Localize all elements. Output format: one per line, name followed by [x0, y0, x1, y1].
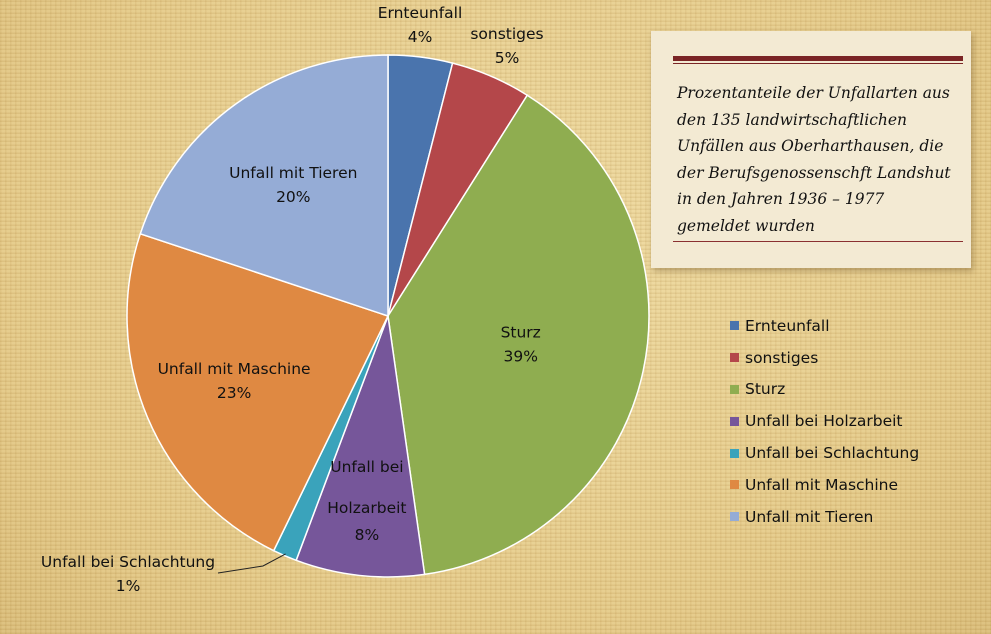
slice-label: Unfall mit Maschine 23%	[158, 360, 311, 402]
note-line: der Berufsgenossenschft Landshut	[677, 163, 951, 182]
pie-slice	[295, 315, 426, 578]
legend-label: Sturz	[745, 380, 786, 399]
chart-legend: Ernteunfall sonstiges Sturz Unfall bei Holz…	[730, 310, 919, 533]
description-box: Prozentanteile der Unfallarten aus den 1…	[651, 31, 971, 268]
legend-swatch	[730, 384, 739, 394]
slice-name: Ernteunfall	[378, 4, 463, 22]
slice-percent: 39%	[503, 347, 537, 365]
pie-slice	[387, 94, 650, 576]
pie-slice	[126, 232, 390, 552]
legend-swatch	[730, 448, 739, 458]
slice-label: Unfall mit Tieren 20%	[229, 164, 357, 206]
legend-label: Unfall bei Holzarbeit	[745, 412, 903, 431]
slice-percent: 8%	[355, 526, 380, 544]
leader-line	[217, 553, 286, 574]
legend-item: Unfall bei Holzarbeit	[730, 405, 919, 437]
slice-percent: 23%	[217, 384, 251, 402]
legend-swatch	[730, 353, 739, 363]
slice-name: Sturz	[501, 323, 541, 341]
legend-item: Unfall mit Tieren	[730, 501, 919, 533]
slice-name: Holzarbeit	[327, 499, 406, 517]
pie-slices	[126, 54, 650, 578]
note-line: in den Jahren 1936 – 1977	[677, 190, 885, 208]
legend-swatch	[730, 416, 739, 426]
legend-label: Unfall mit Tieren	[745, 507, 874, 526]
slice-label: Ernteunfall 4%	[378, 4, 463, 46]
slice-label: Unfall bei Holzarbeit 8%	[327, 458, 406, 544]
leader-lines	[217, 553, 286, 574]
note-line: den 135 landwirtschaftlichen	[677, 110, 908, 129]
note-line: Prozentanteile der Unfallarten aus	[677, 84, 950, 102]
legend-label: Ernteunfall	[745, 316, 830, 335]
slice-label: Sturz 39%	[501, 323, 541, 365]
legend-item: Unfall mit Maschine	[730, 469, 919, 501]
note-line: Unfällen aus Oberharthausen, die	[677, 137, 944, 155]
slice-name: Unfall mit Maschine	[158, 360, 311, 378]
slice-label: Unfall bei Schlachtung 1%	[41, 553, 215, 595]
legend-swatch	[730, 480, 739, 490]
note-rule-top	[673, 56, 963, 61]
slice-percent: 4%	[408, 28, 433, 46]
note-text: Prozentanteile der Unfallarten aus den 1…	[677, 80, 967, 239]
slice-label: sonstiges 5%	[470, 25, 543, 67]
legend-label: Unfall bei Schlachtung	[745, 444, 920, 463]
note-rule-top-thin	[673, 63, 963, 64]
note-rule-bottom	[673, 241, 963, 242]
pie-slice	[139, 54, 389, 318]
slice-labels: Ernteunfall 4% sonstiges 5% Sturz 39% Unfall b…	[41, 4, 544, 595]
slice-name: sonstiges	[470, 25, 543, 43]
legend-swatch	[730, 512, 739, 522]
slice-percent: 20%	[276, 188, 310, 206]
legend-swatch	[730, 321, 739, 331]
slice-name: Unfall mit Tieren	[229, 164, 357, 182]
legend-item: Unfall bei Schlachtung	[730, 437, 919, 469]
legend-item: sonstiges	[730, 342, 919, 374]
slice-name: Unfall bei Schlachtung	[41, 553, 215, 571]
slice-percent: 5%	[495, 49, 520, 67]
legend-label: sonstiges	[745, 348, 819, 367]
slice-percent: 1%	[116, 577, 141, 595]
legend-item: Ernteunfall	[730, 310, 919, 342]
slice-name: Unfall bei	[330, 458, 403, 476]
legend-label: Unfall mit Maschine	[745, 475, 899, 494]
legend-item: Sturz	[730, 374, 919, 406]
note-line: gemeldet wurden	[677, 216, 815, 235]
